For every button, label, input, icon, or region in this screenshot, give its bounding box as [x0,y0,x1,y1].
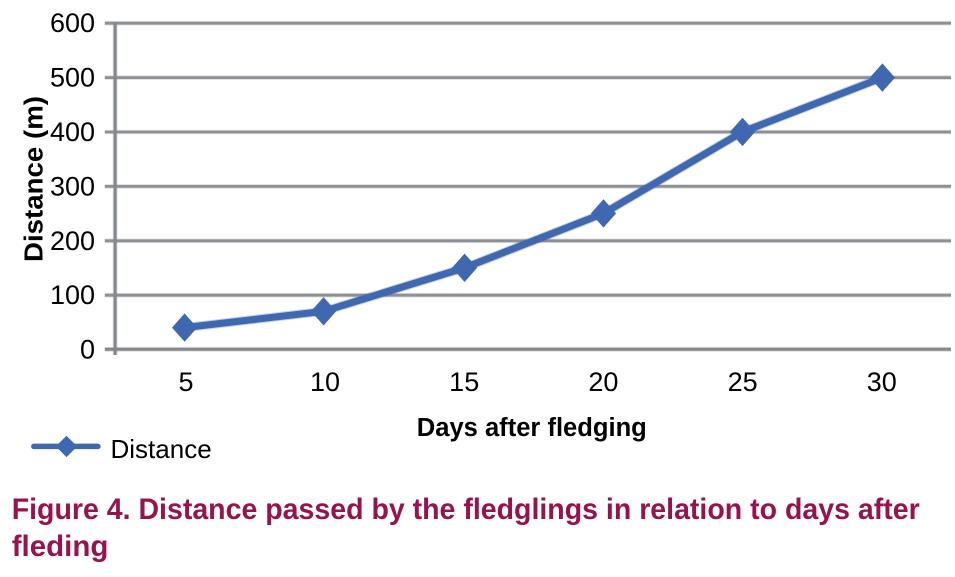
svg-text:20: 20 [588,367,618,397]
svg-text:500: 500 [50,63,95,93]
svg-text:200: 200 [50,226,95,256]
svg-text:25: 25 [728,367,758,397]
svg-text:15: 15 [449,367,479,397]
svg-text:Days after fledging: Days after fledging [417,414,647,442]
svg-text:Distance: Distance [111,434,212,464]
svg-text:300: 300 [50,171,95,201]
svg-text:Distance (m): Distance (m) [21,96,49,262]
svg-text:600: 600 [50,8,95,38]
svg-text:100: 100 [50,280,95,310]
svg-text:fleding: fleding [12,530,109,563]
svg-text:10: 10 [310,367,340,397]
svg-text:5: 5 [178,367,193,397]
svg-text:Figure 4. Distance passed by t: Figure 4. Distance passed by the fledgli… [12,493,920,526]
svg-text:0: 0 [80,335,95,365]
svg-text:30: 30 [867,367,897,397]
svg-text:400: 400 [50,117,95,147]
